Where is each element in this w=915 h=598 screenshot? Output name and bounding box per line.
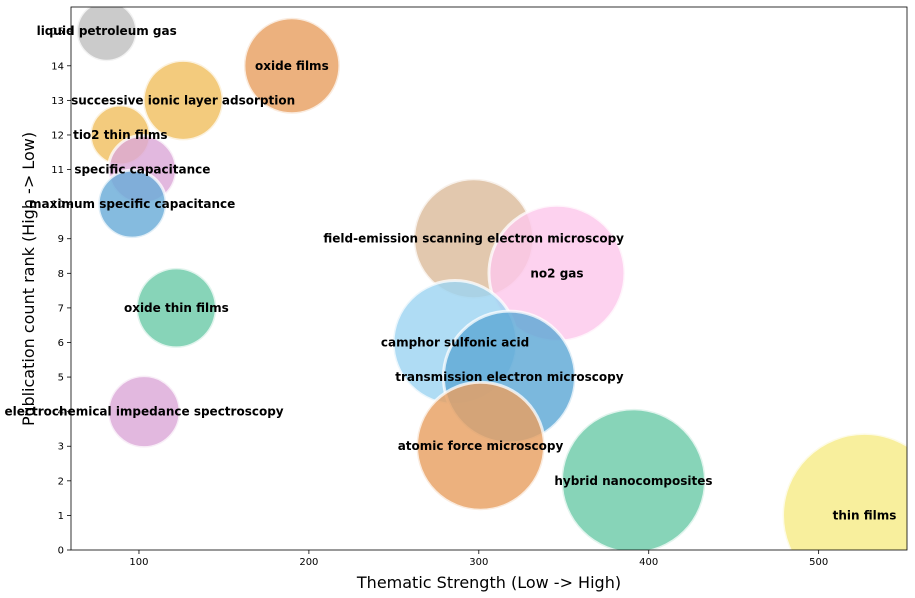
y-tick-label: 5 [58, 373, 64, 384]
y-tick-label: 8 [58, 269, 64, 280]
x-tick-label: 300 [469, 557, 488, 568]
bubble [141, 58, 225, 142]
bubble [242, 16, 342, 116]
bubble [415, 380, 547, 512]
y-tick-label: 9 [58, 234, 64, 245]
x-tick-label: 500 [809, 557, 828, 568]
bubble-label: camphor sulfonic acid [381, 335, 529, 349]
bubble-label: maximum specific capacitance [29, 197, 235, 211]
bubble [781, 431, 907, 550]
y-tick-label: 12 [51, 130, 64, 141]
bubble-label: specific capacitance [74, 163, 210, 177]
x-tick-label: 200 [299, 557, 318, 568]
bubble-label: oxide films [255, 59, 329, 73]
y-tick-label: 13 [51, 96, 64, 107]
bubble-label: thin films [833, 508, 897, 522]
bubble-label-layer: liquid petroleum gas oxide films successiv… [5, 24, 897, 522]
bubble-label: oxide thin films [124, 301, 229, 315]
bubble-label: atomic force microscopy [398, 439, 564, 453]
bubble [75, 7, 139, 63]
y-tick-label: 11 [51, 165, 64, 176]
y-tick-label: 6 [58, 338, 64, 349]
plot-frame [70, 6, 908, 551]
y-tick-label: 2 [58, 476, 64, 487]
x-axis-ticks: 100 200 300 400 500 [129, 550, 828, 568]
bubble [96, 168, 168, 240]
bubble [134, 266, 218, 350]
bubble [559, 407, 707, 550]
bubble-label: transmission electron microscopy [395, 370, 624, 384]
y-tick-label: 4 [58, 407, 64, 418]
bubble-label: electrochemical impedance spectroscopy [5, 405, 284, 419]
y-tick-label: 3 [58, 442, 64, 453]
bubble-label: no2 gas [530, 266, 583, 280]
bubble-label: tio2 thin films [73, 128, 167, 142]
y-tick-label: 15 [51, 27, 64, 38]
y-tick-label: 7 [58, 303, 64, 314]
bubble-label: liquid petroleum gas [37, 24, 177, 38]
bubble-label: field-emission scanning electron microsc… [323, 232, 624, 246]
y-axis-title: Publication count rank (High -> Low) [19, 132, 38, 426]
x-tick-label: 400 [639, 557, 658, 568]
y-tick-label: 14 [51, 61, 64, 72]
x-axis-title: Thematic Strength (Low -> High) [356, 573, 621, 592]
y-tick-label: 10 [51, 200, 64, 211]
bubble-layer [75, 7, 907, 550]
bubble-label: successive ionic layer adsorption [71, 93, 295, 107]
y-tick-label: 0 [58, 546, 64, 557]
bubble [106, 374, 182, 450]
bubble-label: hybrid nanocomposites [554, 474, 712, 488]
y-tick-label: 1 [58, 511, 64, 522]
x-tick-label: 100 [129, 557, 148, 568]
